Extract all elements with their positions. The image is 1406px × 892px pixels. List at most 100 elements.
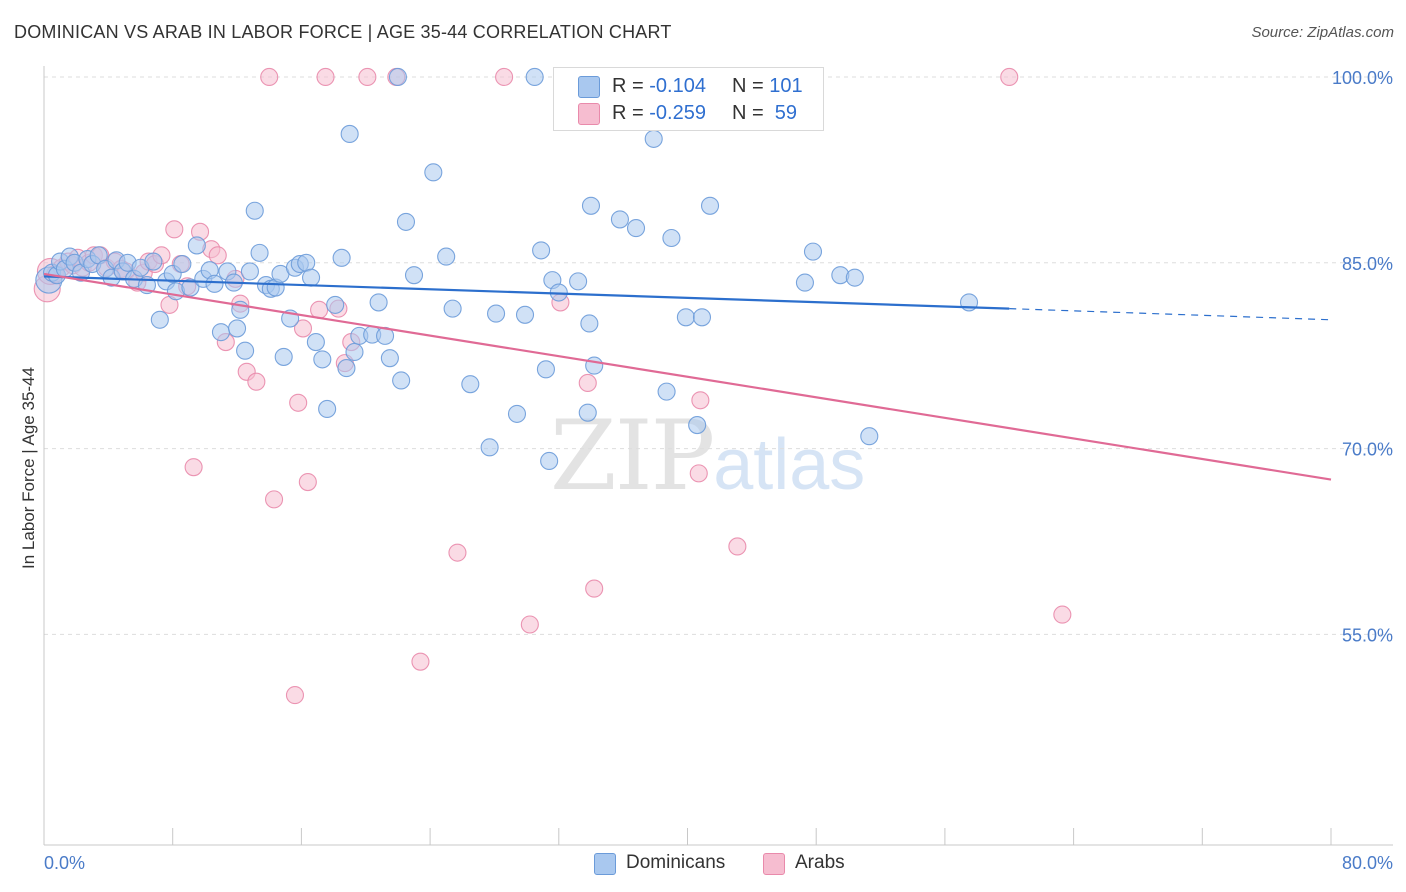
- r-value: -0.259: [649, 102, 706, 124]
- legend-label: Dominicans: [626, 852, 726, 873]
- axes: [43, 66, 1393, 846]
- arab-point: [495, 67, 514, 87]
- arab-point: [358, 67, 377, 87]
- dominican-point: [795, 273, 814, 292]
- dominican-point: [626, 219, 646, 238]
- n-value: 101: [769, 75, 803, 97]
- dominican-point: [692, 308, 712, 327]
- arab-point: [1053, 605, 1072, 624]
- dominican-point: [313, 350, 332, 369]
- dominican-point: [657, 382, 676, 401]
- arab-point: [247, 372, 266, 391]
- arabs-legend-swatch: [763, 853, 785, 875]
- dominican-point: [515, 305, 535, 324]
- dominican-point: [340, 124, 359, 144]
- dominican-point: [187, 236, 206, 255]
- dominican-point: [181, 278, 200, 297]
- legend-item-dominicans[interactable]: Dominicans: [594, 852, 734, 878]
- r-stat: R = -0.104: [612, 75, 706, 98]
- dominican-point: [803, 242, 823, 261]
- dominican-point: [610, 210, 629, 229]
- arab-point: [578, 373, 597, 392]
- source-credit: Source: ZipAtlas.com: [1251, 24, 1394, 41]
- arab-point: [208, 246, 227, 265]
- dominican-point: [150, 310, 169, 329]
- dominican-point: [480, 438, 499, 457]
- dominican-point: [580, 314, 599, 333]
- arab-point: [691, 391, 710, 410]
- dominican-point: [236, 341, 255, 360]
- r-label: R =: [612, 102, 650, 124]
- dominican-point: [318, 399, 337, 419]
- dominicans-trend-extension: [1009, 308, 1332, 321]
- arab-point: [689, 464, 708, 483]
- x-tick-label: 0.0%: [44, 853, 85, 873]
- dominicans-trend-line: [43, 275, 1010, 310]
- dominican-point: [461, 375, 480, 394]
- dominican-point: [240, 262, 259, 281]
- watermark-zip: ZIP: [550, 400, 715, 512]
- dominican-point: [306, 333, 325, 352]
- dominican-point: [337, 359, 356, 378]
- n-stat: N = 59: [732, 102, 797, 125]
- dominican-point: [532, 241, 551, 260]
- stats-legend: R = -0.104 N = 101 R = -0.259 N = 59: [553, 67, 824, 131]
- n-stat: N = 101: [732, 75, 803, 98]
- dominican-point: [688, 416, 707, 435]
- chart-title: DOMINICAN VS ARAB IN LABOR FORCE | AGE 3…: [14, 22, 672, 42]
- dominican-point: [250, 243, 269, 262]
- dominican-point: [860, 427, 879, 446]
- legend-item-arabs[interactable]: Arabs: [763, 852, 863, 878]
- dominicans-legend-swatch: [594, 853, 616, 875]
- dominican-point: [845, 268, 864, 287]
- arab-point: [728, 537, 747, 556]
- dominican-point: [345, 342, 364, 362]
- arab-point: [265, 490, 284, 509]
- arab-point: [184, 458, 203, 477]
- r-label: R =: [612, 75, 650, 97]
- arab-point: [585, 579, 604, 598]
- watermark-atlas: atlas: [713, 425, 866, 505]
- y-tick-label: 55.0%: [1342, 625, 1393, 645]
- arabs-swatch: [578, 103, 600, 125]
- y-tick-label: 85.0%: [1342, 254, 1393, 274]
- dominican-point: [332, 248, 351, 267]
- dominican-point: [424, 163, 443, 182]
- dominican-point: [388, 67, 407, 87]
- dominicans-swatch: [578, 76, 600, 98]
- trend-lines: [43, 272, 1332, 481]
- arab-point: [165, 220, 184, 239]
- dominican-point: [302, 268, 321, 287]
- arab-point: [289, 393, 308, 412]
- dominican-point: [437, 247, 456, 266]
- dominican-point: [644, 129, 663, 148]
- arab-point: [260, 67, 279, 87]
- dominican-point: [326, 295, 345, 314]
- arab-point: [310, 300, 329, 319]
- dominican-point: [578, 403, 597, 422]
- arabs-trend-line: [43, 272, 1332, 481]
- dominican-point: [228, 319, 247, 338]
- n-value: 59: [769, 102, 798, 124]
- dominican-point: [396, 212, 416, 231]
- arab-point: [285, 686, 305, 705]
- watermark: ZIPatlas: [550, 400, 865, 512]
- arab-point: [298, 472, 317, 492]
- dominican-point: [392, 371, 411, 390]
- y-tick-label: 70.0%: [1342, 440, 1393, 460]
- dominican-point: [404, 266, 424, 285]
- dominican-point: [443, 299, 462, 318]
- dominican-point: [369, 293, 388, 312]
- r-stat: R = -0.259: [612, 102, 706, 125]
- dominican-point: [540, 451, 559, 471]
- dominican-point: [662, 228, 681, 248]
- dominican-point: [569, 272, 588, 291]
- x-tick-label: 80.0%: [1342, 853, 1393, 873]
- dominican-point: [144, 252, 163, 271]
- tick-labels: 55.0% 70.0% 85.0% 100.0% 0.0% 80.0%: [44, 68, 1393, 873]
- r-value: -0.104: [649, 75, 706, 97]
- arab-point: [293, 319, 313, 338]
- data-points: [33, 67, 1072, 705]
- dominican-point: [245, 201, 264, 220]
